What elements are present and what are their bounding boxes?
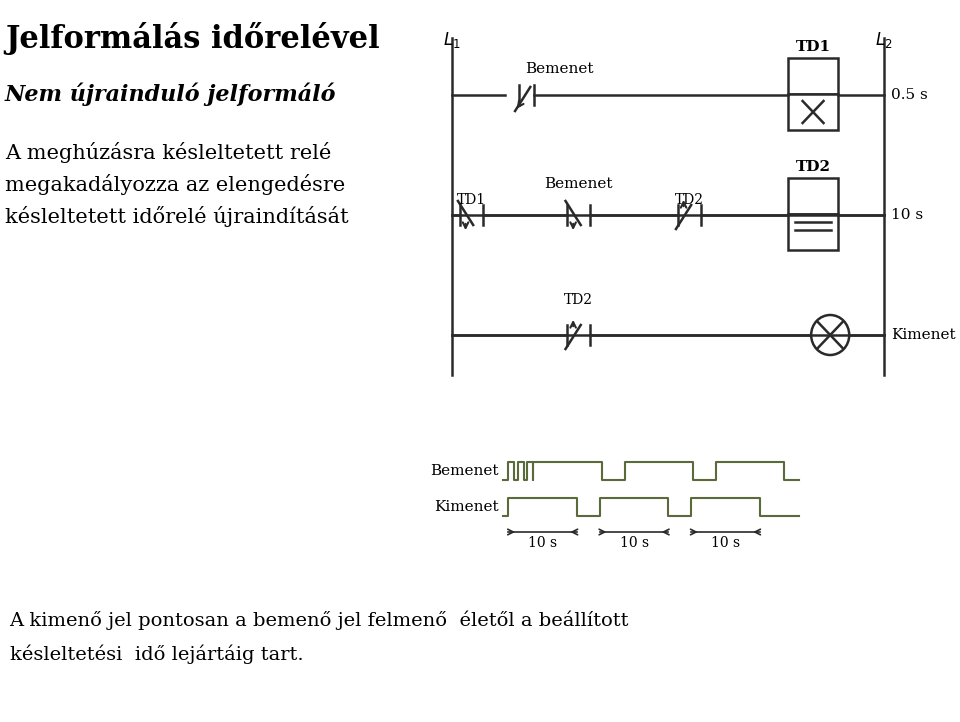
Bar — [788, 178, 838, 214]
Bar — [788, 214, 838, 250]
Text: késleltetési  idő lejártáig tart.: késleltetési idő lejártáig tart. — [10, 645, 303, 664]
Text: TD2: TD2 — [675, 193, 704, 207]
Text: 10 s: 10 s — [528, 536, 557, 550]
Text: TD2: TD2 — [564, 293, 593, 307]
Text: TD1: TD1 — [457, 193, 486, 207]
Text: TD1: TD1 — [796, 40, 830, 54]
Text: A kimenő jel pontosan a bemenő jel felmenő  életől a beállított: A kimenő jel pontosan a bemenő jel felme… — [10, 610, 629, 630]
Text: Kimenet: Kimenet — [891, 328, 956, 342]
Text: 0.5 s: 0.5 s — [891, 88, 928, 102]
Text: Nem újrainduló jelformáló: Nem újrainduló jelformáló — [5, 82, 336, 105]
Text: késleltetett időrelé újraindítását: késleltetett időrelé újraindítását — [5, 206, 348, 227]
Text: Jelformálás időrelével: Jelformálás időrelével — [5, 22, 379, 55]
Text: A meghúzásra késleltetett relé: A meghúzásra késleltetett relé — [5, 142, 331, 163]
Text: 10 s: 10 s — [891, 208, 924, 222]
Bar — [788, 58, 838, 94]
Text: $L_1$: $L_1$ — [444, 30, 461, 50]
Text: Bemenet: Bemenet — [544, 177, 613, 191]
Text: Bemenet: Bemenet — [430, 464, 499, 478]
Text: Kimenet: Kimenet — [434, 500, 499, 514]
Text: TD2: TD2 — [796, 160, 830, 174]
Text: $L_2$: $L_2$ — [875, 30, 892, 50]
Bar — [788, 94, 838, 130]
Text: Bemenet: Bemenet — [525, 62, 594, 76]
Text: 10 s: 10 s — [711, 536, 740, 550]
Text: 10 s: 10 s — [619, 536, 649, 550]
Text: megakadályozza az elengedésre: megakadályozza az elengedésre — [5, 174, 345, 195]
Circle shape — [811, 315, 850, 355]
